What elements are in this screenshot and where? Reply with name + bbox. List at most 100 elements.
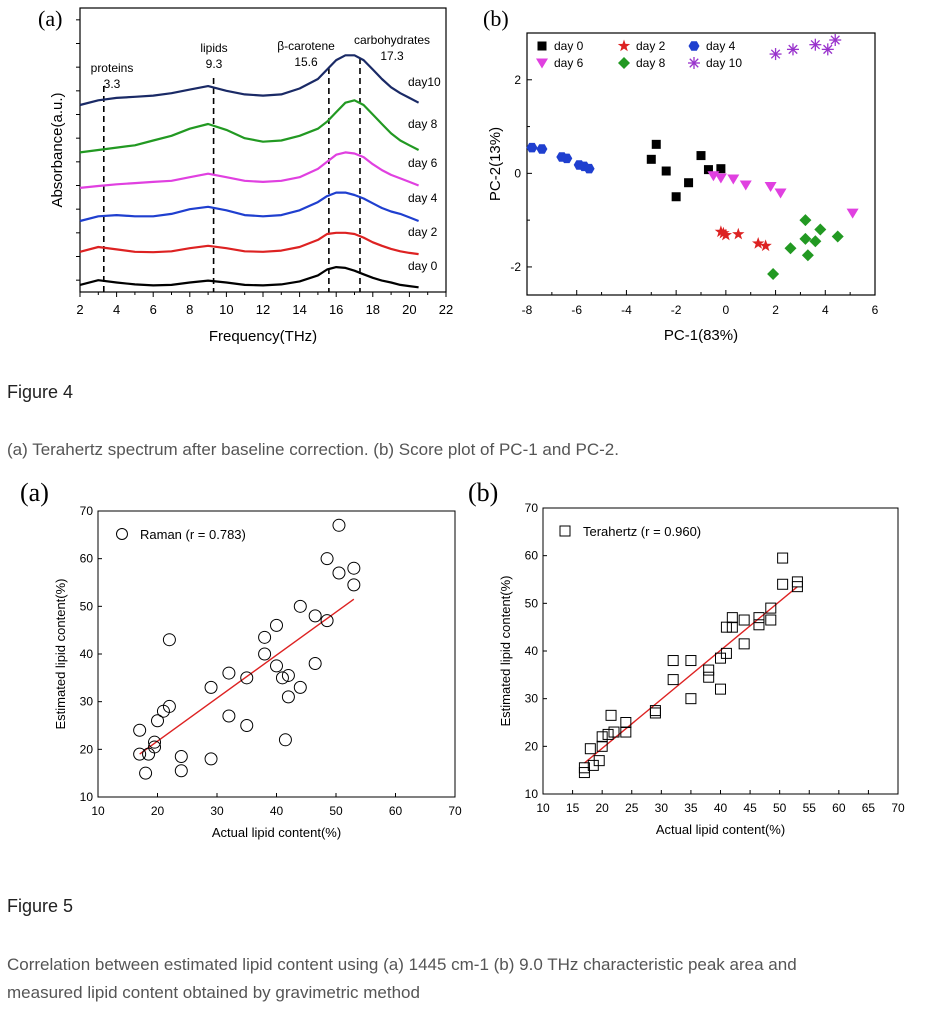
fig4b-data-point [764, 181, 777, 192]
fig4b-data-point [651, 139, 661, 149]
fig4b-data-point-stroke [770, 49, 781, 59]
fig5b-data-point [703, 671, 715, 683]
fig5b-data-point [753, 619, 765, 631]
fig4b-legend-marker [537, 41, 547, 51]
fig5b-data-point [715, 683, 726, 695]
fig5b-data-point [667, 674, 679, 686]
fig4a-series-line [79, 99, 420, 154]
fig5a-y-tick-label: 70 [80, 504, 94, 518]
fig5b-y-axis-label: Estimated lipid content(%) [498, 575, 513, 726]
fig5b-data-point [649, 705, 661, 717]
fig4b-legend-label: day 2 [636, 39, 666, 53]
fig4a-series-line [79, 54, 420, 107]
fig5b-y-tick-label: 10 [525, 787, 539, 801]
fig4b-data-point [671, 192, 681, 202]
fig4a-marker-value: 3.3 [104, 77, 121, 91]
fig4b-x-tick-label: -8 [522, 303, 533, 317]
fig5b-data-point [578, 762, 590, 774]
fig4a-panel-label: (a) [38, 6, 63, 31]
fig5a-panel-label: (a) [20, 478, 49, 507]
fig4b-data-point-stroke [823, 44, 833, 55]
fig5a-data-point [240, 671, 254, 685]
fig4b-data-point [752, 237, 765, 249]
fig5b-data-point [720, 647, 732, 659]
fig5a-data-point [308, 609, 322, 623]
fig4b-y-tick-label: -2 [510, 260, 521, 274]
fig5b-y-tick-label: 20 [525, 739, 539, 753]
fig4b-data-point-stroke [810, 39, 821, 50]
fig5b-y-tick-label: 40 [525, 644, 539, 658]
fig5a-data-point [133, 723, 147, 737]
fig5b-data-point [685, 693, 697, 705]
fig4b-x-axis-label: PC-1(83%) [664, 327, 738, 344]
fig5a-data-point [347, 578, 361, 592]
fig5a-plot-frame [97, 510, 456, 798]
fig5a-legend-label: Raman (r = 0.783) [140, 527, 246, 542]
fig4a-series-label: day10 [408, 75, 441, 89]
fig5b-x-tick-label: 50 [773, 801, 787, 815]
fig4a-x-tick-label: 8 [186, 302, 193, 317]
fig4b-data-point [646, 154, 656, 164]
fig4a-series-label: day 6 [408, 156, 438, 170]
fig5a-data-point [270, 618, 283, 632]
fig4a-x-tick-label: 12 [256, 302, 270, 317]
fig5a-data-point [347, 561, 361, 575]
fig5a-data-point [204, 752, 218, 766]
fig5b-legend-marker [559, 525, 571, 537]
fig4a-x-tick-label: 2 [76, 302, 83, 317]
fig4b-legend-marker [688, 57, 700, 69]
fig4a-x-tick-label: 6 [150, 302, 157, 317]
fig4a-series-line [79, 191, 420, 223]
fig4a-series-line [79, 231, 419, 256]
fig5a-data-point [162, 699, 176, 713]
fig4b-data-point [661, 166, 671, 176]
fig5b-data-point [720, 621, 732, 633]
fig5a-y-tick-label: 20 [80, 742, 94, 756]
fig5b-data-point [777, 552, 789, 564]
fig5a-x-tick-label: 70 [448, 804, 462, 818]
fig4b-data-point [769, 48, 782, 61]
fig4b-legend-marker [618, 57, 630, 69]
fig5b-x-tick-label: 25 [625, 801, 639, 815]
figure5-title: Figure 5 [7, 896, 74, 916]
fig4b-data-point [799, 214, 812, 227]
fig5a-y-tick-label: 40 [80, 647, 94, 661]
fig5a-data-point [332, 566, 346, 580]
fig5a-y-tick-label: 30 [80, 695, 94, 709]
fig4b-legend-label: day 8 [636, 56, 666, 70]
fig4a-series-label: day 2 [408, 225, 438, 239]
fig5b-fit-line [583, 586, 798, 764]
fig5a-data-point [142, 747, 156, 761]
fig4b-data-point [684, 178, 694, 188]
fig5a-data-point [320, 614, 334, 628]
fig5a-data-point [293, 680, 307, 694]
fig5b-x-tick-label: 35 [684, 801, 698, 815]
fig5b-data-point [602, 728, 614, 740]
fig5b-data-point [596, 740, 608, 752]
fig4b-data-point [561, 153, 573, 164]
fig5a-y-tick-label: 60 [80, 552, 94, 566]
fig5b-data-point [791, 581, 803, 593]
figure5-caption: Correlation between estimated lipid cont… [7, 951, 797, 1007]
fig4b-data-point [801, 249, 814, 262]
fig4b-data-point [809, 235, 822, 248]
fig5b-panel-label: (b) [468, 478, 499, 507]
fig5b-data-point [765, 614, 777, 626]
fig5a-data-point [275, 671, 289, 685]
fig4b-data-point [809, 38, 822, 51]
fig4b-x-tick-label: 2 [772, 303, 779, 317]
fig4b-x-tick-label: -2 [671, 303, 682, 317]
fig5b-data-point [738, 614, 750, 626]
fig5b-y-tick-label: 30 [525, 692, 539, 706]
fig4b-data-point-stroke [788, 44, 798, 55]
fig4b-data-point [696, 151, 706, 161]
fig5b-data-point [753, 612, 765, 624]
fig4a-marker-value: 9.3 [206, 57, 223, 71]
fig5a-y-tick-label: 50 [80, 599, 94, 613]
fig4b-y-tick-label: 0 [514, 166, 521, 180]
fig5a-x-axis-label: Actual lipid content(%) [212, 825, 341, 840]
figure4-title: Figure 4 [7, 382, 74, 402]
fig4b-data-point [767, 267, 780, 280]
fig5a-data-point [222, 709, 236, 723]
fig5a-data-point [293, 599, 307, 613]
